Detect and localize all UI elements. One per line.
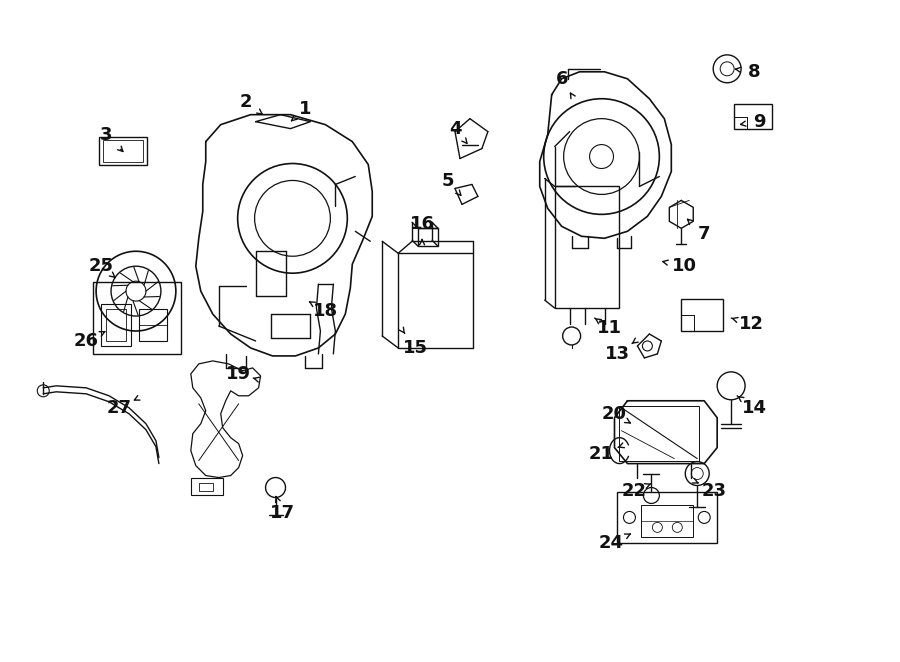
Text: 14: 14	[742, 399, 767, 417]
Bar	[99, 136, 147, 165]
Text: 10: 10	[671, 258, 697, 275]
Text: 23: 23	[702, 481, 726, 500]
Text: 25: 25	[88, 258, 113, 275]
Bar	[199, 483, 212, 491]
Text: 16: 16	[410, 215, 435, 233]
Text: 12: 12	[739, 315, 763, 333]
Bar	[398, 254, 472, 348]
Text: 11: 11	[597, 319, 622, 337]
Bar	[617, 491, 717, 544]
Text: 22: 22	[622, 481, 647, 500]
Text: 21: 21	[589, 445, 614, 463]
Bar	[734, 104, 772, 128]
Text: 3: 3	[100, 126, 112, 144]
Text: 8: 8	[748, 63, 760, 81]
Text: 7: 7	[698, 225, 710, 244]
Bar	[101, 304, 131, 346]
Text: 24: 24	[599, 534, 624, 552]
Bar	[104, 140, 143, 162]
Bar	[681, 299, 724, 331]
Text: 27: 27	[106, 399, 131, 417]
Text: 15: 15	[402, 339, 428, 357]
Bar	[619, 406, 699, 461]
Text: 1: 1	[299, 100, 311, 118]
Text: 26: 26	[74, 332, 99, 350]
Text: 9: 9	[752, 113, 765, 130]
Text: 13: 13	[605, 345, 630, 363]
Text: 18: 18	[313, 302, 338, 320]
Bar	[106, 309, 126, 341]
Text: 5: 5	[442, 173, 454, 191]
Text: 19: 19	[226, 365, 251, 383]
Bar	[191, 477, 222, 495]
Text: 17: 17	[270, 504, 295, 522]
Text: 2: 2	[239, 93, 252, 111]
Text: 6: 6	[555, 70, 568, 88]
Bar	[93, 282, 181, 354]
Bar	[642, 506, 693, 538]
Text: 4: 4	[449, 120, 461, 138]
Text: 20: 20	[602, 404, 627, 423]
Bar	[139, 309, 166, 341]
Bar	[418, 228, 438, 246]
